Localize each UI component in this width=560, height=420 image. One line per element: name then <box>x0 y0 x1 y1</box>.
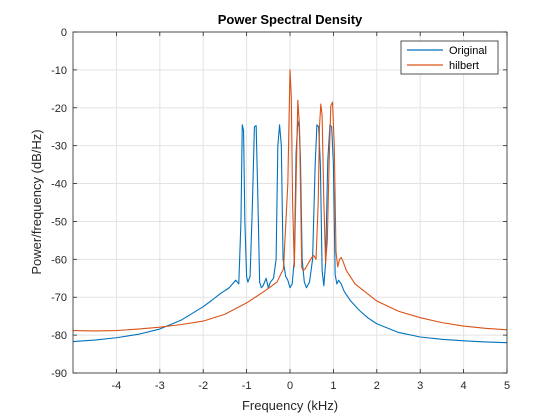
x-tick-label: 3 <box>417 380 423 392</box>
x-tick-label: -3 <box>155 380 165 392</box>
legend-label-hilbert: hilbert <box>449 60 479 72</box>
x-tick-label: 5 <box>504 380 510 392</box>
series-line-original <box>72 120 508 344</box>
y-tick-label: -20 <box>51 103 67 115</box>
x-tick-label: -2 <box>198 380 208 392</box>
y-tick-label: -70 <box>51 292 67 304</box>
y-tick-label: -90 <box>51 368 67 380</box>
y-tick-label: -60 <box>51 254 67 266</box>
y-axis-label: Power/frequency (dB/Hz) <box>29 129 44 274</box>
x-tick-label: 0 <box>287 380 293 392</box>
legend: Original hilbert <box>400 40 499 75</box>
y-tick-label: 0 <box>61 27 67 39</box>
series-layer <box>72 69 508 344</box>
y-tick-label: -10 <box>51 65 67 77</box>
axis-ticks: -4 -3 -2 -1 0 1 2 3 4 50-10-20-30-40-50-60-70-80-… <box>51 27 510 392</box>
series-line-hilbert <box>72 69 508 332</box>
x-tick-label: -4 <box>112 380 122 392</box>
legend-box <box>400 40 499 75</box>
x-tick-label: -1 <box>242 380 252 392</box>
legend-label-original: Original <box>449 45 487 57</box>
y-tick-label: -50 <box>51 216 67 228</box>
y-tick-label: -80 <box>51 330 67 342</box>
x-tick-label: 1 <box>330 380 336 392</box>
x-axis-label: Frequency (kHz) <box>242 398 338 413</box>
chart-title: Power Spectral Density <box>218 12 363 27</box>
x-tick-label: 2 <box>374 380 380 392</box>
x-tick-label: 4 <box>461 380 467 392</box>
y-tick-label: -30 <box>51 141 67 153</box>
y-tick-label: -40 <box>51 179 67 191</box>
